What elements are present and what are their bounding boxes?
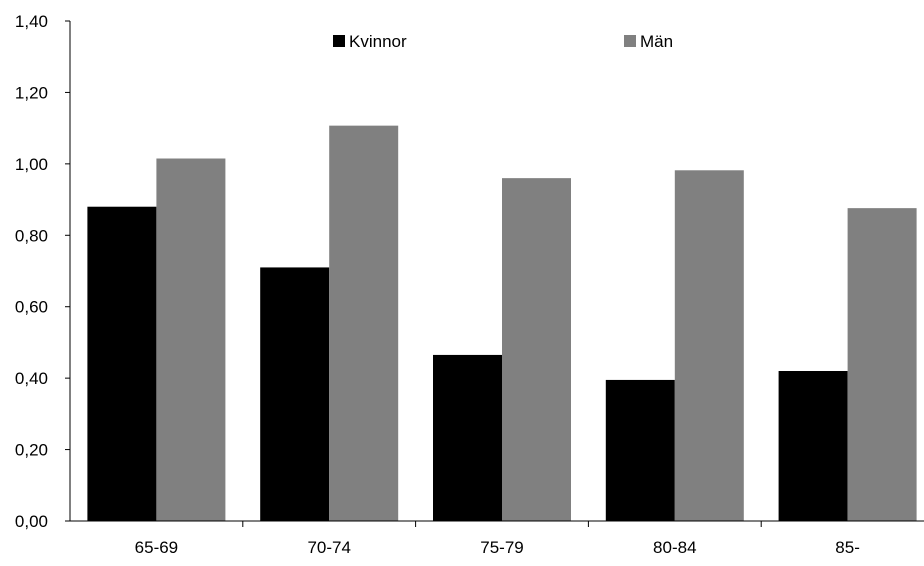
bar-kvinnor: [433, 354, 502, 521]
legend-label-kvinnor: Kvinnor: [349, 32, 407, 51]
bar-man: [156, 158, 226, 521]
x-tick-label: 65-69: [135, 538, 178, 557]
x-tick-label: 80-84: [653, 538, 696, 557]
bar-kvinnor: [87, 206, 157, 521]
bar-man: [502, 178, 571, 521]
bar-man: [329, 125, 399, 522]
bar-kvinnor: [260, 267, 330, 521]
y-tick-label: 1,40: [15, 12, 48, 31]
legend-swatch-man: [624, 35, 636, 47]
y-axis-ticks: [65, 20, 70, 522]
y-tick-label: 0,80: [15, 226, 48, 245]
y-tick-label: 1,00: [15, 155, 48, 174]
y-axis-tick-labels: 0,00 0,20 0,40 0,60 0,80 1,00 1,20 1,40: [15, 12, 48, 531]
y-tick-label: 0,60: [15, 298, 48, 317]
legend-swatch-kvinnor: [333, 35, 345, 47]
x-tick-label: 70-74: [307, 538, 350, 557]
legend-label-man: Män: [640, 32, 673, 51]
axes-group: [69, 21, 924, 522]
bar-man: [847, 208, 917, 521]
legend: Kvinnor Män: [333, 32, 673, 51]
x-axis-ticks: [242, 521, 762, 527]
bars-group: [87, 125, 917, 522]
x-tick-label: 75-79: [480, 538, 523, 557]
bar-man: [674, 170, 744, 522]
x-tick-label: 85-: [835, 538, 860, 557]
bar-kvinnor: [605, 379, 675, 521]
bar-kvinnor: [778, 371, 848, 521]
y-tick-label: 0,20: [15, 441, 48, 460]
y-tick-label: 0,00: [15, 512, 48, 531]
x-axis-tick-labels: 65-69 70-74 75-79 80-84 85-: [135, 538, 860, 557]
y-tick-label: 0,40: [15, 369, 48, 388]
y-tick-label: 1,20: [15, 83, 48, 102]
